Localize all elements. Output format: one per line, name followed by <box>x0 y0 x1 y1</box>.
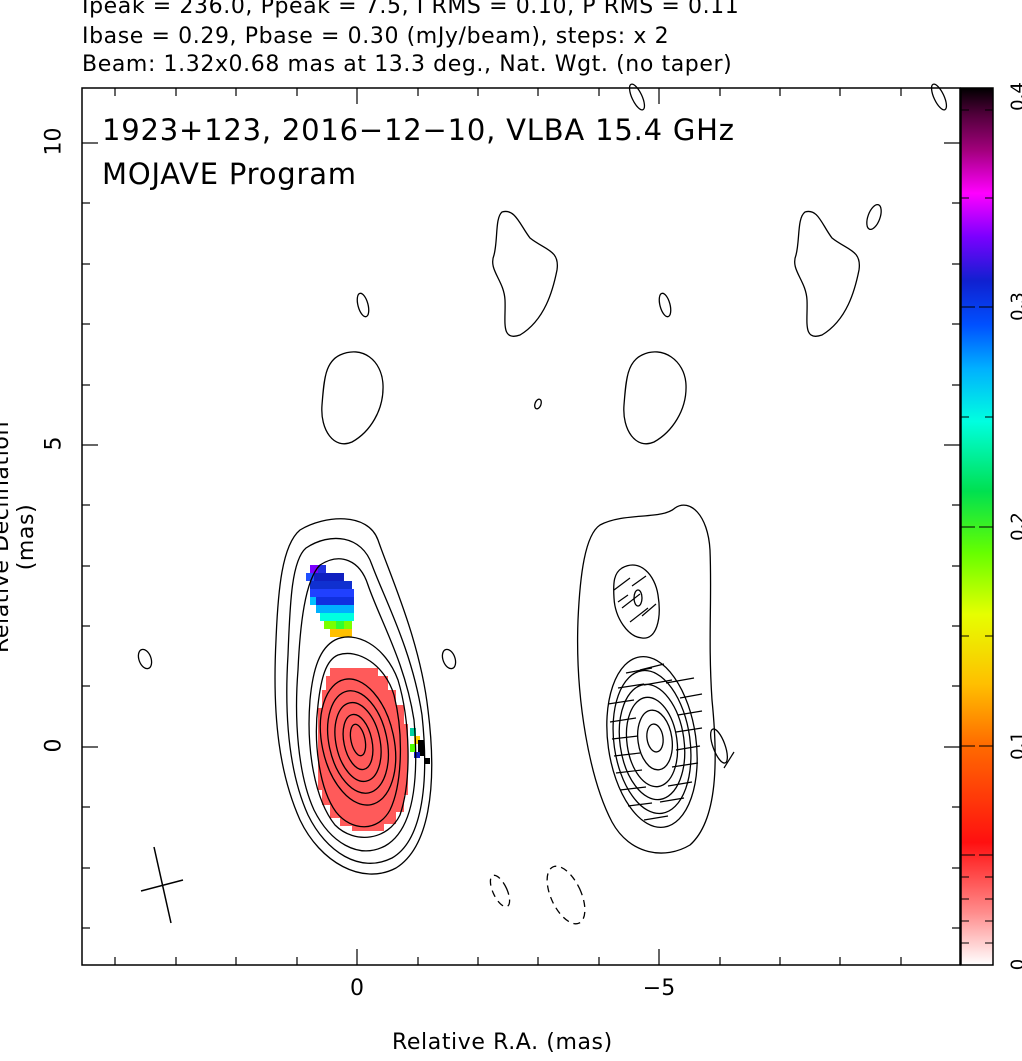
colorbar-tick-0-3: 0.3 <box>1007 292 1022 321</box>
beam-cross-icon <box>140 846 184 924</box>
plot-subtitle: MOJAVE Program <box>102 157 357 191</box>
y-axis-ticks <box>82 142 960 929</box>
x-tick-label-0: 0 <box>350 976 364 1001</box>
edge-polarization-pixels <box>410 728 430 764</box>
evpa-sticks <box>607 575 735 821</box>
y-tick-label-10: 10 <box>41 127 67 156</box>
colorbar-tick-0-1: 0.1 <box>1007 731 1022 760</box>
right-intensity-contours <box>576 83 948 854</box>
y-tick-label-0: 0 <box>41 738 67 753</box>
y-tick-label-5: 5 <box>41 436 67 451</box>
colorbar-minor-ticks <box>961 109 993 944</box>
plot-frame <box>81 87 961 966</box>
x-axis-ticks <box>114 88 902 965</box>
x-tick-label-minus5: −5 <box>642 976 676 1001</box>
colorbar-tick-0-2: 0.2 <box>1007 512 1022 541</box>
header-line-1: Ipeak = 236.0, Ppeak = 7.5, I RMS = 0.10… <box>82 0 740 19</box>
left-intensity-contours <box>137 83 646 875</box>
plot-title: 1923+123, 2016−12−10, VLBA 15.4 GHz <box>102 113 735 147</box>
jet-polarization-patch <box>306 565 354 637</box>
y-axis-label: Relative Declination (mas) <box>0 420 39 654</box>
left-negative-contours <box>489 865 586 925</box>
header-line-2: Ibase = 0.29, Pbase = 0.30 (mJy/beam), s… <box>82 24 670 49</box>
core-polarization-patch <box>318 668 408 831</box>
header-line-3: Beam: 1.32x0.68 mas at 13.3 deg., Nat. W… <box>82 52 733 77</box>
colorbar-tick-0-4: 0.4 <box>1007 82 1022 111</box>
x-axis-label: Relative R.A. (mas) <box>392 1030 613 1055</box>
colorbar-tick-0: 0 <box>1008 945 1022 985</box>
